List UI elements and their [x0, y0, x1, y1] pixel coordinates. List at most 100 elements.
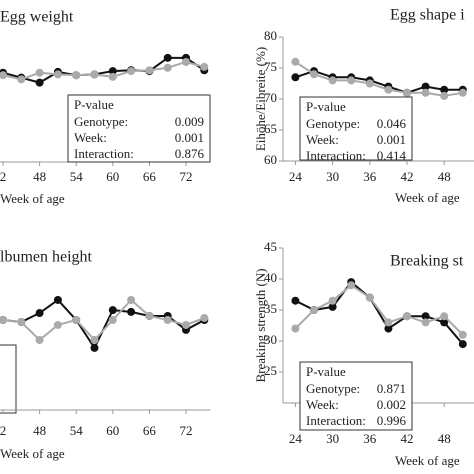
- point: [291, 296, 300, 305]
- y-tick-label: 60: [264, 152, 277, 167]
- point: [458, 340, 467, 349]
- point: [0, 71, 7, 80]
- pvalue-value: 0.002: [377, 397, 406, 412]
- point: [182, 57, 190, 66]
- pvalue-value: 0.876: [175, 146, 205, 161]
- x-tick-label: 48: [33, 169, 46, 184]
- x-tick-label: 30: [326, 431, 339, 446]
- legend-box-clipped: [0, 344, 17, 414]
- pvalue-heading: P-value: [306, 364, 346, 379]
- point: [440, 85, 449, 94]
- y-tick-label: 80: [264, 28, 277, 43]
- series-line: [294, 283, 464, 336]
- point: [108, 316, 117, 324]
- point: [200, 313, 209, 322]
- pvalue-box: [299, 361, 413, 431]
- point: [440, 91, 449, 100]
- y-axis-label: Eihöhe/Eibreite (%): [253, 47, 268, 151]
- point: [17, 318, 26, 327]
- x-tick-label: 54: [70, 169, 84, 184]
- point: [200, 62, 209, 71]
- point: [310, 306, 318, 314]
- x-tick-label: 54: [70, 423, 84, 438]
- pvalue-label: Genotype:: [306, 116, 360, 131]
- point: [127, 295, 136, 304]
- point: [90, 70, 99, 79]
- pvalue-label: Week:: [306, 397, 339, 412]
- point: [328, 302, 337, 311]
- point: [403, 88, 411, 97]
- pvalue-value: 0.001: [175, 130, 204, 145]
- pvalue-box: [299, 96, 413, 161]
- point: [72, 71, 81, 80]
- y-tick-label: 70: [264, 90, 277, 105]
- x-tick-label: 66: [143, 169, 157, 184]
- point: [291, 73, 300, 82]
- point: [347, 281, 356, 290]
- point: [163, 316, 172, 324]
- pvalue-value: 0.046: [377, 116, 407, 131]
- y-tick-label: 65: [264, 121, 277, 136]
- pvalue-label: Genotype:: [74, 114, 128, 129]
- x-tick-label: 36: [363, 169, 377, 184]
- point: [35, 78, 44, 87]
- y-tick-label: 35: [264, 301, 277, 316]
- point: [145, 311, 154, 320]
- point: [291, 324, 300, 333]
- point: [347, 76, 356, 85]
- point: [310, 70, 318, 79]
- point: [182, 320, 190, 329]
- x-tick-label: 24: [289, 431, 303, 446]
- pvalue-value: 0.871: [377, 381, 406, 396]
- pvalue-heading: P-value: [74, 97, 114, 112]
- series-line: [294, 60, 463, 97]
- pvalue-label: Week:: [306, 132, 339, 147]
- y-tick-label: 75: [264, 59, 277, 74]
- point: [108, 306, 117, 315]
- x-tick-label: 60: [106, 169, 119, 184]
- y-tick-label: 45: [264, 239, 277, 254]
- point: [90, 336, 99, 345]
- pvalue-label: Genotype:: [306, 381, 360, 396]
- pvalue-label: Interaction:: [306, 413, 366, 428]
- y-tick-label: 25: [264, 363, 277, 378]
- x-tick-label: 66: [143, 423, 157, 438]
- x-tick-label: 48: [438, 431, 451, 446]
- series-line: [294, 280, 464, 345]
- point: [458, 88, 467, 97]
- x-axis-label: Week of age: [0, 446, 65, 461]
- point: [421, 318, 430, 327]
- panel-title: Breaking st: [390, 253, 464, 270]
- point: [108, 67, 117, 76]
- y-tick-label: 40: [264, 270, 277, 285]
- point: [127, 67, 136, 76]
- point: [384, 324, 393, 333]
- point: [53, 295, 62, 304]
- x-tick-label: 48: [33, 423, 46, 438]
- x-tick-label: 42: [401, 169, 414, 184]
- x-axis-label: Week of age: [0, 191, 65, 206]
- pvalue-box: [67, 94, 211, 163]
- point: [365, 79, 374, 88]
- pvalue-value: 0.001: [377, 132, 406, 147]
- point: [35, 336, 44, 345]
- point: [440, 318, 449, 327]
- point: [53, 320, 62, 329]
- x-tick-label: 60: [106, 423, 119, 438]
- y-tick-label: 30: [264, 332, 277, 347]
- point: [458, 330, 467, 339]
- x-tick-label: 2: [0, 169, 6, 184]
- series-line: [2, 60, 205, 81]
- point: [440, 312, 449, 321]
- x-tick-label: 2: [0, 423, 6, 438]
- panel-title: Egg weight: [0, 9, 74, 26]
- point: [421, 88, 430, 97]
- x-tick-label: 48: [438, 169, 451, 184]
- series-line: [2, 56, 205, 84]
- series-line: [2, 298, 205, 350]
- point: [145, 66, 154, 75]
- pvalue-value: 0.009: [175, 114, 204, 129]
- point: [384, 85, 393, 94]
- x-axis-label: Week of age: [395, 190, 460, 205]
